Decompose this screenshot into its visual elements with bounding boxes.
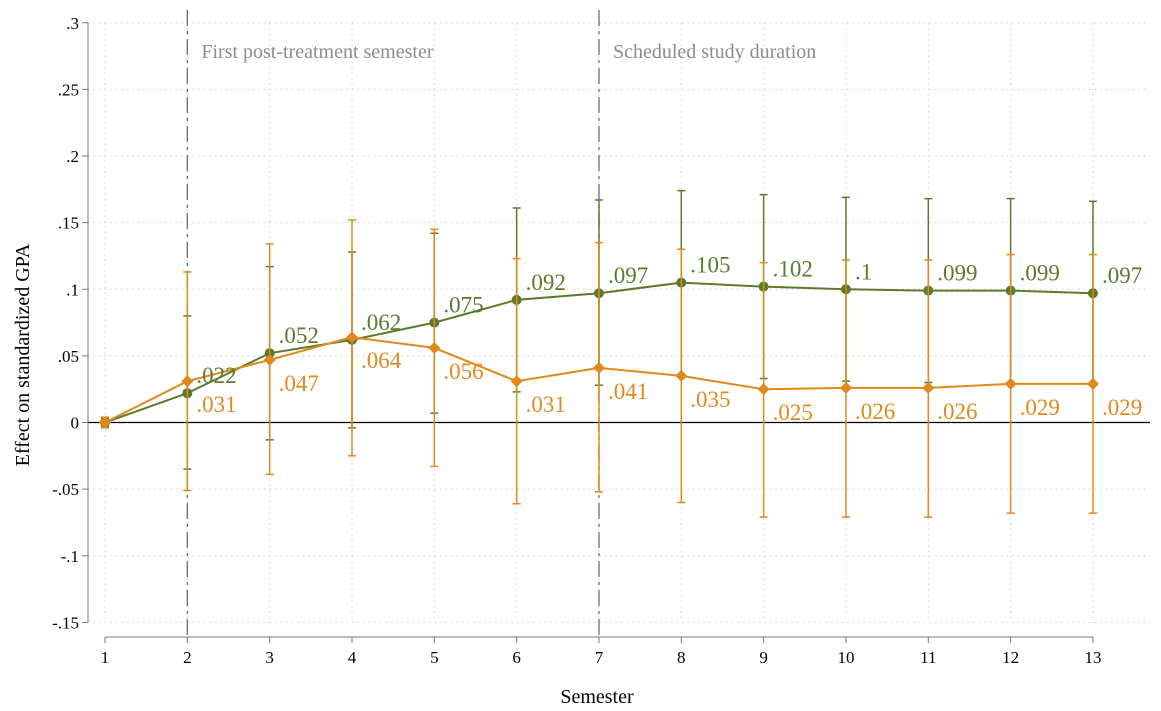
x-tick-label: 11 bbox=[920, 648, 936, 667]
y-tick-label: .1 bbox=[66, 280, 79, 299]
data-point bbox=[675, 369, 688, 382]
x-tick-label: 4 bbox=[348, 648, 357, 667]
data-labels: .022 .052 .062 .075 .092 .097 .105 .102 .1 .099 .0… bbox=[196, 253, 1142, 426]
y-tick-label: .05 bbox=[58, 347, 79, 366]
data-label: .064 bbox=[361, 348, 402, 373]
data-label: .1 bbox=[855, 259, 872, 284]
axes: .3.25.2.15.1.050-.05-.1-.151 2 3 4 5 6 7 8 9 10 11… bbox=[52, 14, 1150, 667]
data-label: .047 bbox=[279, 371, 319, 396]
y-tick-label: 0 bbox=[71, 414, 80, 433]
data-point bbox=[1004, 377, 1017, 390]
x-tick-label: 7 bbox=[595, 648, 604, 667]
x-tick-label: 6 bbox=[512, 648, 521, 667]
data-label: .025 bbox=[773, 400, 813, 425]
data-label: .029 bbox=[1020, 395, 1060, 420]
data-point bbox=[757, 383, 770, 396]
data-label: .056 bbox=[443, 359, 483, 384]
y-tick-label: -.05 bbox=[52, 480, 79, 499]
y-tick-label: .25 bbox=[58, 80, 79, 99]
data-point bbox=[181, 375, 194, 388]
data-label: .097 bbox=[1102, 263, 1142, 288]
data-point bbox=[263, 353, 276, 366]
data-point bbox=[922, 381, 935, 394]
data-point bbox=[839, 381, 852, 394]
data-point bbox=[592, 361, 605, 374]
x-tick-label: 10 bbox=[837, 648, 854, 667]
x-tick-label: 5 bbox=[430, 648, 439, 667]
data-point bbox=[99, 416, 111, 429]
x-tick-label: 8 bbox=[677, 648, 686, 667]
data-label: .041 bbox=[608, 379, 648, 404]
reference-line-label: Scheduled study duration bbox=[613, 41, 816, 63]
y-tick-label: .2 bbox=[66, 147, 79, 166]
x-axis-title: Semester bbox=[560, 686, 634, 708]
data-point bbox=[428, 341, 441, 354]
data-label: .035 bbox=[690, 387, 730, 412]
x-tick-label: 1 bbox=[101, 648, 110, 667]
y-axis-title: Effect on standardized GPA bbox=[12, 243, 34, 466]
grid-lines bbox=[88, 22, 1150, 623]
x-tick-label: 13 bbox=[1084, 648, 1101, 667]
x-tick-label: 9 bbox=[759, 648, 768, 667]
data-label: .092 bbox=[526, 270, 566, 295]
y-tick-label: .15 bbox=[58, 214, 79, 233]
data-point bbox=[345, 331, 358, 344]
data-label: .026 bbox=[855, 399, 895, 424]
data-label: .062 bbox=[361, 310, 401, 335]
data-point bbox=[510, 375, 523, 388]
x-tick-label: 2 bbox=[183, 648, 192, 667]
data-label: .031 bbox=[526, 392, 566, 417]
data-label: .052 bbox=[279, 323, 319, 348]
data-label: .099 bbox=[937, 261, 977, 286]
reference-line-label: First post-treatment semester bbox=[201, 41, 434, 63]
x-tick-label: 3 bbox=[265, 648, 274, 667]
data-label: .031 bbox=[196, 392, 236, 417]
data-label: .102 bbox=[773, 257, 813, 282]
series bbox=[99, 189, 1099, 518]
data-label: .105 bbox=[690, 253, 730, 278]
data-label: .026 bbox=[937, 399, 977, 424]
data-label: .075 bbox=[443, 293, 483, 318]
data-label: .029 bbox=[1102, 395, 1142, 420]
y-tick-label: -.15 bbox=[52, 613, 79, 632]
data-label: .097 bbox=[608, 263, 648, 288]
data-point bbox=[1086, 377, 1099, 390]
data-label: .022 bbox=[196, 363, 236, 388]
y-tick-label: -.1 bbox=[61, 547, 79, 566]
y-tick-label: .3 bbox=[66, 14, 79, 33]
x-tick-label: 12 bbox=[1002, 648, 1019, 667]
data-label: .099 bbox=[1020, 261, 1060, 286]
